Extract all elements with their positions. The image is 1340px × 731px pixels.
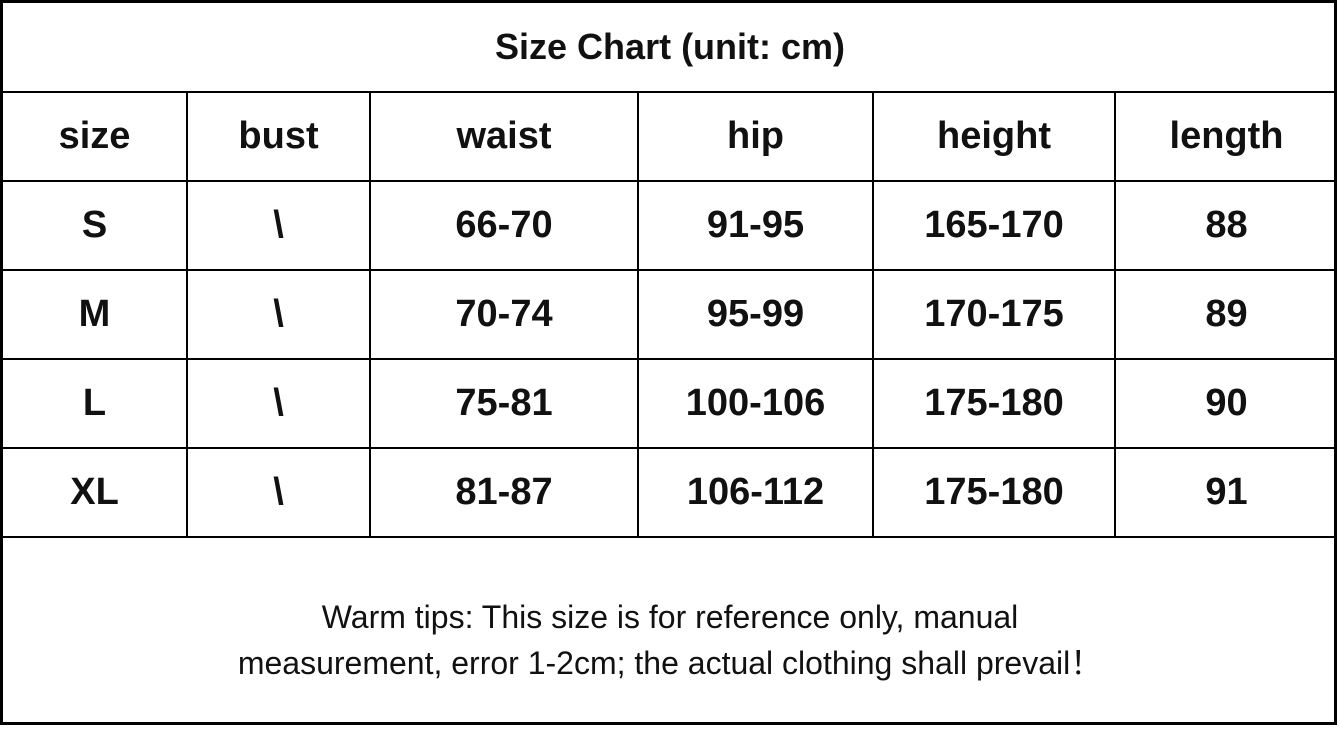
cell-height: 170-175	[872, 269, 1116, 360]
table-row: S \ 66-70 91-95 165-170 88	[3, 180, 1338, 271]
cell-waist: 70-74	[369, 269, 639, 360]
cell-length: 90	[1113, 358, 1338, 449]
column-header: size	[3, 91, 188, 182]
warm-tips-line-1: Warm tips: This size is for reference on…	[321, 598, 1019, 635]
cell-waist: 81-87	[369, 447, 639, 538]
cell-size: M	[3, 269, 188, 360]
cell-waist: 75-81	[369, 358, 639, 449]
warm-tips-line-2: measurement, error 1-2cm; the actual clo…	[237, 644, 1103, 681]
cell-hip: 95-99	[637, 269, 874, 360]
header-row: size bust waist hip height length	[3, 91, 1338, 182]
column-header: hip	[637, 91, 874, 182]
cell-length: 91	[1113, 447, 1338, 538]
cell-length: 89	[1113, 269, 1338, 360]
cell-height: 175-180	[872, 447, 1116, 538]
table-row: L \ 75-81 100-106 175-180 90	[3, 358, 1338, 449]
cell-hip: 91-95	[637, 180, 874, 271]
column-header: height	[872, 91, 1116, 182]
cell-size: S	[3, 180, 188, 271]
chart-title: Size Chart (unit: cm)	[3, 3, 1338, 93]
cell-height: 175-180	[872, 358, 1116, 449]
cell-bust: \	[186, 358, 371, 449]
cell-size: XL	[3, 447, 188, 538]
warm-tips: Warm tips: This size is for reference on…	[3, 536, 1338, 731]
size-table: Size Chart (unit: cm) size bust waist hi…	[3, 3, 1338, 731]
cell-size: L	[3, 358, 188, 449]
cell-height: 165-170	[872, 180, 1116, 271]
table-row: M \ 70-74 95-99 170-175 89	[3, 269, 1338, 360]
cell-hip: 106-112	[637, 447, 874, 538]
cell-length: 88	[1113, 180, 1338, 271]
cell-bust: \	[186, 269, 371, 360]
cell-bust: \	[186, 447, 371, 538]
column-header: waist	[369, 91, 639, 182]
column-header: length	[1113, 91, 1338, 182]
cell-bust: \	[186, 180, 371, 271]
cell-waist: 66-70	[369, 180, 639, 271]
cell-hip: 100-106	[637, 358, 874, 449]
table-row: XL \ 81-87 106-112 175-180 91	[3, 447, 1338, 538]
column-header: bust	[186, 91, 371, 182]
